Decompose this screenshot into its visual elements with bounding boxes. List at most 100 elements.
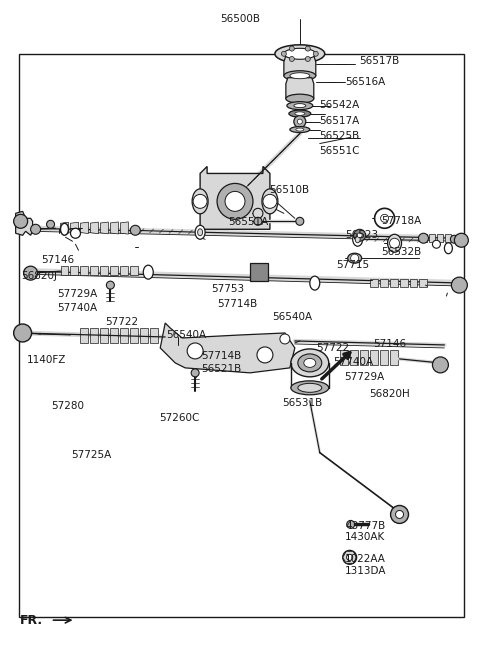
Polygon shape — [286, 78, 314, 99]
Text: 43777B: 43777B — [345, 520, 385, 531]
Text: 1140FZ: 1140FZ — [27, 355, 66, 366]
Circle shape — [71, 229, 81, 238]
Polygon shape — [110, 328, 119, 343]
Circle shape — [294, 116, 306, 127]
Ellipse shape — [144, 265, 153, 279]
Text: 56500B: 56500B — [220, 14, 260, 24]
Text: 56551C: 56551C — [319, 146, 360, 155]
Polygon shape — [150, 328, 158, 343]
Polygon shape — [110, 266, 119, 275]
Polygon shape — [445, 234, 451, 242]
Text: 56516A: 56516A — [345, 76, 385, 87]
Polygon shape — [60, 266, 69, 275]
Polygon shape — [120, 222, 128, 234]
Text: 57280: 57280 — [51, 401, 84, 411]
Polygon shape — [71, 266, 78, 275]
Ellipse shape — [286, 94, 314, 103]
Circle shape — [187, 343, 203, 359]
Circle shape — [432, 240, 441, 248]
Polygon shape — [380, 350, 387, 365]
Polygon shape — [340, 350, 348, 365]
Ellipse shape — [295, 112, 305, 116]
Ellipse shape — [348, 253, 361, 263]
Circle shape — [253, 208, 263, 218]
Text: 57753: 57753 — [211, 284, 244, 294]
Circle shape — [263, 195, 277, 208]
Ellipse shape — [284, 48, 316, 59]
Text: FR.: FR. — [20, 614, 43, 628]
Circle shape — [130, 225, 140, 235]
Text: 56510B: 56510B — [269, 185, 309, 195]
Text: 56820H: 56820H — [369, 389, 410, 399]
Ellipse shape — [304, 358, 316, 368]
Ellipse shape — [275, 45, 325, 63]
Text: 57722: 57722 — [105, 317, 138, 327]
Polygon shape — [100, 328, 108, 343]
Polygon shape — [90, 222, 98, 234]
Text: 57729A: 57729A — [57, 289, 97, 299]
Circle shape — [191, 369, 199, 377]
Circle shape — [347, 520, 355, 528]
Circle shape — [432, 357, 448, 373]
Text: 57714B: 57714B — [201, 351, 241, 361]
Circle shape — [351, 254, 359, 263]
Polygon shape — [360, 350, 368, 365]
Ellipse shape — [353, 232, 363, 246]
Ellipse shape — [60, 223, 69, 235]
Text: 56521B: 56521B — [201, 364, 241, 374]
Polygon shape — [399, 279, 408, 287]
Circle shape — [390, 238, 399, 248]
Circle shape — [455, 233, 468, 247]
Polygon shape — [284, 56, 316, 76]
Polygon shape — [90, 266, 98, 275]
Polygon shape — [350, 350, 358, 365]
Circle shape — [347, 554, 353, 560]
Polygon shape — [130, 328, 138, 343]
Ellipse shape — [355, 236, 360, 243]
Polygon shape — [100, 222, 108, 234]
Text: 57146: 57146 — [373, 339, 406, 349]
Polygon shape — [421, 234, 428, 242]
Polygon shape — [120, 266, 128, 275]
Text: 1022AA: 1022AA — [345, 554, 386, 564]
Circle shape — [419, 233, 429, 243]
Ellipse shape — [195, 225, 205, 239]
Polygon shape — [160, 323, 295, 373]
Polygon shape — [380, 279, 387, 287]
Circle shape — [347, 554, 353, 560]
Ellipse shape — [290, 127, 310, 133]
Text: 56531B: 56531B — [282, 398, 323, 408]
Circle shape — [289, 56, 294, 61]
Circle shape — [254, 217, 262, 225]
Circle shape — [13, 214, 28, 229]
Text: 1313DA: 1313DA — [345, 565, 387, 576]
Circle shape — [217, 183, 253, 219]
Bar — [250, 263, 268, 281]
Circle shape — [281, 52, 287, 56]
Text: 57146: 57146 — [41, 255, 74, 265]
Ellipse shape — [294, 104, 306, 108]
Polygon shape — [90, 328, 98, 343]
Polygon shape — [140, 328, 148, 343]
Polygon shape — [100, 266, 108, 275]
Text: 57740A: 57740A — [57, 303, 97, 313]
Circle shape — [107, 281, 114, 289]
Circle shape — [297, 119, 302, 124]
Circle shape — [305, 46, 310, 51]
Circle shape — [354, 229, 366, 241]
Circle shape — [296, 217, 304, 225]
Text: 56517B: 56517B — [360, 56, 400, 66]
Circle shape — [357, 232, 362, 238]
Ellipse shape — [387, 234, 402, 252]
Text: 57729A: 57729A — [344, 372, 384, 382]
Text: 57714B: 57714B — [217, 298, 258, 309]
Text: 56540A: 56540A — [166, 330, 206, 340]
Circle shape — [280, 334, 290, 344]
Polygon shape — [409, 279, 418, 287]
Text: 57715: 57715 — [336, 261, 369, 270]
Text: 56517A: 56517A — [319, 116, 359, 126]
Ellipse shape — [287, 102, 313, 110]
Bar — [19, 54, 464, 617]
Circle shape — [450, 235, 458, 243]
Ellipse shape — [291, 349, 329, 377]
